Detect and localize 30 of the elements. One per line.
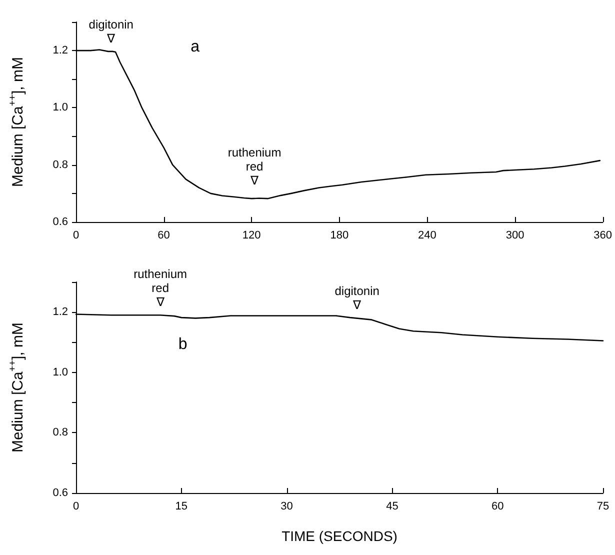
x-tick-label: 120 bbox=[242, 230, 261, 242]
x-tick-label: 300 bbox=[506, 230, 524, 242]
y-tick-label: 0.8 bbox=[52, 426, 68, 439]
x-tick-label: 0 bbox=[72, 230, 80, 242]
y-tick-label: 1.2 bbox=[52, 44, 68, 57]
x-tick-label: 75 bbox=[596, 500, 610, 512]
x-tick-label: 30 bbox=[280, 500, 293, 512]
annotation: digitonin ∇ bbox=[88, 17, 134, 46]
x-tick-label: 240 bbox=[418, 230, 436, 242]
x-axis-title: TIME (SECONDS) bbox=[282, 528, 398, 544]
y-axis-title: Medium [Ca++], mM bbox=[8, 322, 26, 453]
x-tick-label: 45 bbox=[386, 500, 398, 512]
annotation: a bbox=[190, 38, 200, 56]
annotation: ruthenium red ∇ bbox=[228, 145, 282, 188]
annotation: b bbox=[178, 336, 188, 354]
y-tick-label: 1.0 bbox=[52, 366, 68, 378]
y-axis-title: Medium [Ca++], mM bbox=[8, 56, 26, 188]
x-tick-label: 360 bbox=[594, 230, 612, 242]
y-tick-label: 0.6 bbox=[52, 216, 68, 228]
x-tick-label: 0 bbox=[72, 500, 80, 512]
x-tick-label: 180 bbox=[330, 230, 349, 242]
y-tick-label: 1.2 bbox=[52, 306, 68, 318]
y-tick-label: 0.6 bbox=[52, 487, 68, 499]
annotation: ruthenium red ∇ bbox=[134, 267, 188, 310]
x-tick-label: 60 bbox=[158, 230, 170, 242]
x-tick-label: 15 bbox=[175, 500, 188, 512]
y-tick-label: 1.0 bbox=[52, 102, 68, 114]
annotation: digitonin ∇ bbox=[334, 284, 380, 312]
x-tick-label: 60 bbox=[491, 500, 504, 512]
y-tick-label: 0.8 bbox=[52, 158, 68, 171]
